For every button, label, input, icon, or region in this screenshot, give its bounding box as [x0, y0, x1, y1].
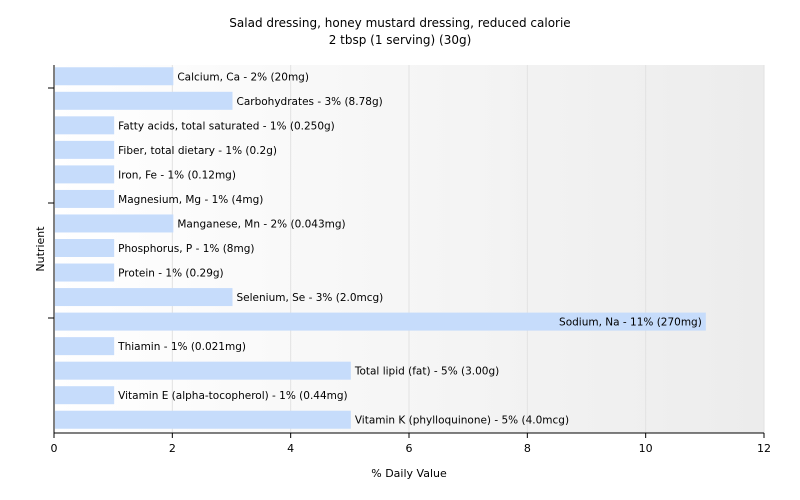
- bar-selenium-se: [55, 288, 233, 307]
- bar-total-lipid-fat: [55, 361, 351, 380]
- y-axis-label: Nutrient: [34, 226, 47, 272]
- bar-label: Magnesium, Mg - 1% (4mg): [118, 194, 263, 206]
- bar-label: Selenium, Se - 3% (2.0mcg): [237, 292, 384, 304]
- x-axis-label: % Daily Value: [371, 467, 447, 480]
- bar-label: Fatty acids, total saturated - 1% (0.250…: [118, 120, 335, 132]
- bar-label: Iron, Fe - 1% (0.12mg): [118, 169, 236, 181]
- x-tick-label: 2: [169, 442, 176, 455]
- bar-label: Phosphorus, P - 1% (8mg): [118, 243, 254, 255]
- bar-label: Fiber, total dietary - 1% (0.2g): [118, 145, 277, 157]
- x-tick-label: 12: [757, 442, 771, 455]
- bar-iron-fe: [55, 165, 115, 184]
- chart-title: Salad dressing, honey mustard dressing, …: [229, 16, 570, 30]
- bar-carbohydrates: [55, 91, 233, 110]
- x-tick-label: 8: [524, 442, 531, 455]
- bar-sodium-na: [55, 312, 706, 331]
- bar-fatty-acids-total-saturated: [55, 116, 115, 135]
- bar-label: Thiamin - 1% (0.021mg): [117, 341, 246, 353]
- bar-protein: [55, 263, 115, 282]
- bar-vitamin-e-alpha-tocopherol: [55, 386, 115, 405]
- x-tick-label: 0: [51, 442, 58, 455]
- x-tick-label: 10: [639, 442, 653, 455]
- gridlines: [171, 65, 765, 433]
- bar-magnesium-mg: [55, 189, 115, 208]
- bar-label: Manganese, Mn - 2% (0.043mg): [177, 218, 345, 230]
- bar-label: Carbohydrates - 3% (8.78g): [237, 96, 383, 108]
- bar-thiamin: [55, 337, 115, 356]
- chart-subtitle: 2 tbsp (1 serving) (30g): [329, 33, 472, 47]
- axes: 0 2 4 6 8 10 12: [48, 65, 771, 455]
- bar-phosphorus-p: [55, 239, 115, 257]
- x-tick-label: 4: [287, 442, 294, 455]
- bars: Calcium, Ca - 2% (20mg) Carbohydrates - 3…: [55, 67, 706, 429]
- bar-label: Protein - 1% (0.29g): [118, 268, 224, 280]
- bar-fiber-total-dietary: [55, 140, 115, 159]
- bar-label: Sodium, Na - 11% (270mg): [559, 317, 702, 329]
- bar-label: Vitamin K (phylloquinone) - 5% (4.0mcg): [355, 415, 569, 427]
- bar-calcium-ca: [55, 67, 174, 86]
- bar-vitamin-k-phylloquinone: [55, 410, 351, 429]
- bar-label: Vitamin E (alpha-tocopherol) - 1% (0.44m…: [118, 390, 348, 402]
- bar-label: Total lipid (fat) - 5% (3.00g): [354, 366, 499, 378]
- bar-manganese-mn: [55, 214, 174, 233]
- bar-label: Calcium, Ca - 2% (20mg): [177, 71, 309, 83]
- x-tick-label: 6: [406, 442, 413, 455]
